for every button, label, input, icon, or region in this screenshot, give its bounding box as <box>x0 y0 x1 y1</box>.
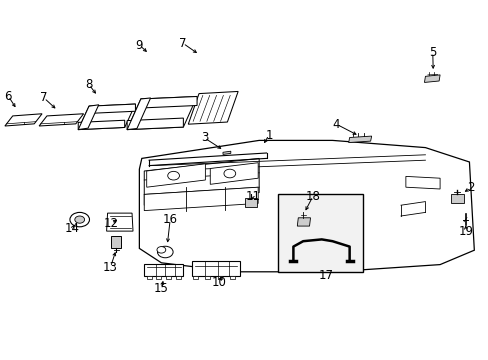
Bar <box>229 276 234 279</box>
Polygon shape <box>146 164 205 187</box>
Polygon shape <box>106 213 133 231</box>
Bar <box>217 276 222 279</box>
Polygon shape <box>127 96 197 130</box>
Bar <box>166 276 171 279</box>
Text: 13: 13 <box>103 261 118 274</box>
Text: 17: 17 <box>319 269 333 282</box>
Polygon shape <box>89 104 135 113</box>
Polygon shape <box>5 114 42 126</box>
Polygon shape <box>450 194 463 203</box>
Text: 2: 2 <box>466 181 474 194</box>
Bar <box>176 276 181 279</box>
Text: 12: 12 <box>103 217 118 230</box>
Circle shape <box>157 246 173 258</box>
Circle shape <box>70 212 89 227</box>
Text: 3: 3 <box>200 131 208 144</box>
Text: 1: 1 <box>264 129 272 141</box>
Polygon shape <box>348 136 371 143</box>
Bar <box>277 194 363 272</box>
Bar <box>193 276 198 279</box>
Bar <box>156 276 161 279</box>
Polygon shape <box>141 96 197 108</box>
Text: 5: 5 <box>428 46 436 59</box>
Polygon shape <box>188 91 238 124</box>
Text: 6: 6 <box>4 90 12 103</box>
Circle shape <box>157 247 165 253</box>
Text: 4: 4 <box>332 118 340 131</box>
Text: 10: 10 <box>211 276 226 289</box>
Circle shape <box>75 216 84 223</box>
Polygon shape <box>297 218 310 226</box>
Text: 9: 9 <box>135 39 143 51</box>
Polygon shape <box>78 120 124 130</box>
Text: 16: 16 <box>163 213 177 226</box>
Polygon shape <box>210 163 258 184</box>
Polygon shape <box>111 236 121 248</box>
Text: 7: 7 <box>40 91 48 104</box>
Polygon shape <box>39 114 83 126</box>
Text: 14: 14 <box>65 222 80 235</box>
Bar <box>146 276 151 279</box>
Bar <box>205 276 210 279</box>
Polygon shape <box>144 158 259 205</box>
Polygon shape <box>223 151 230 154</box>
Text: 15: 15 <box>154 282 168 295</box>
Polygon shape <box>127 98 150 130</box>
Text: 11: 11 <box>245 190 260 203</box>
Polygon shape <box>245 198 256 207</box>
Polygon shape <box>144 264 183 276</box>
Polygon shape <box>191 261 239 276</box>
Polygon shape <box>78 104 135 130</box>
Polygon shape <box>424 75 439 82</box>
Circle shape <box>224 169 235 178</box>
Text: 8: 8 <box>85 78 93 91</box>
Polygon shape <box>139 140 473 272</box>
Text: 18: 18 <box>305 190 320 203</box>
Polygon shape <box>127 118 183 130</box>
Text: 19: 19 <box>458 225 472 238</box>
Polygon shape <box>144 187 258 211</box>
Polygon shape <box>78 105 99 130</box>
Circle shape <box>167 171 179 180</box>
Text: 7: 7 <box>179 37 186 50</box>
Polygon shape <box>405 176 439 189</box>
